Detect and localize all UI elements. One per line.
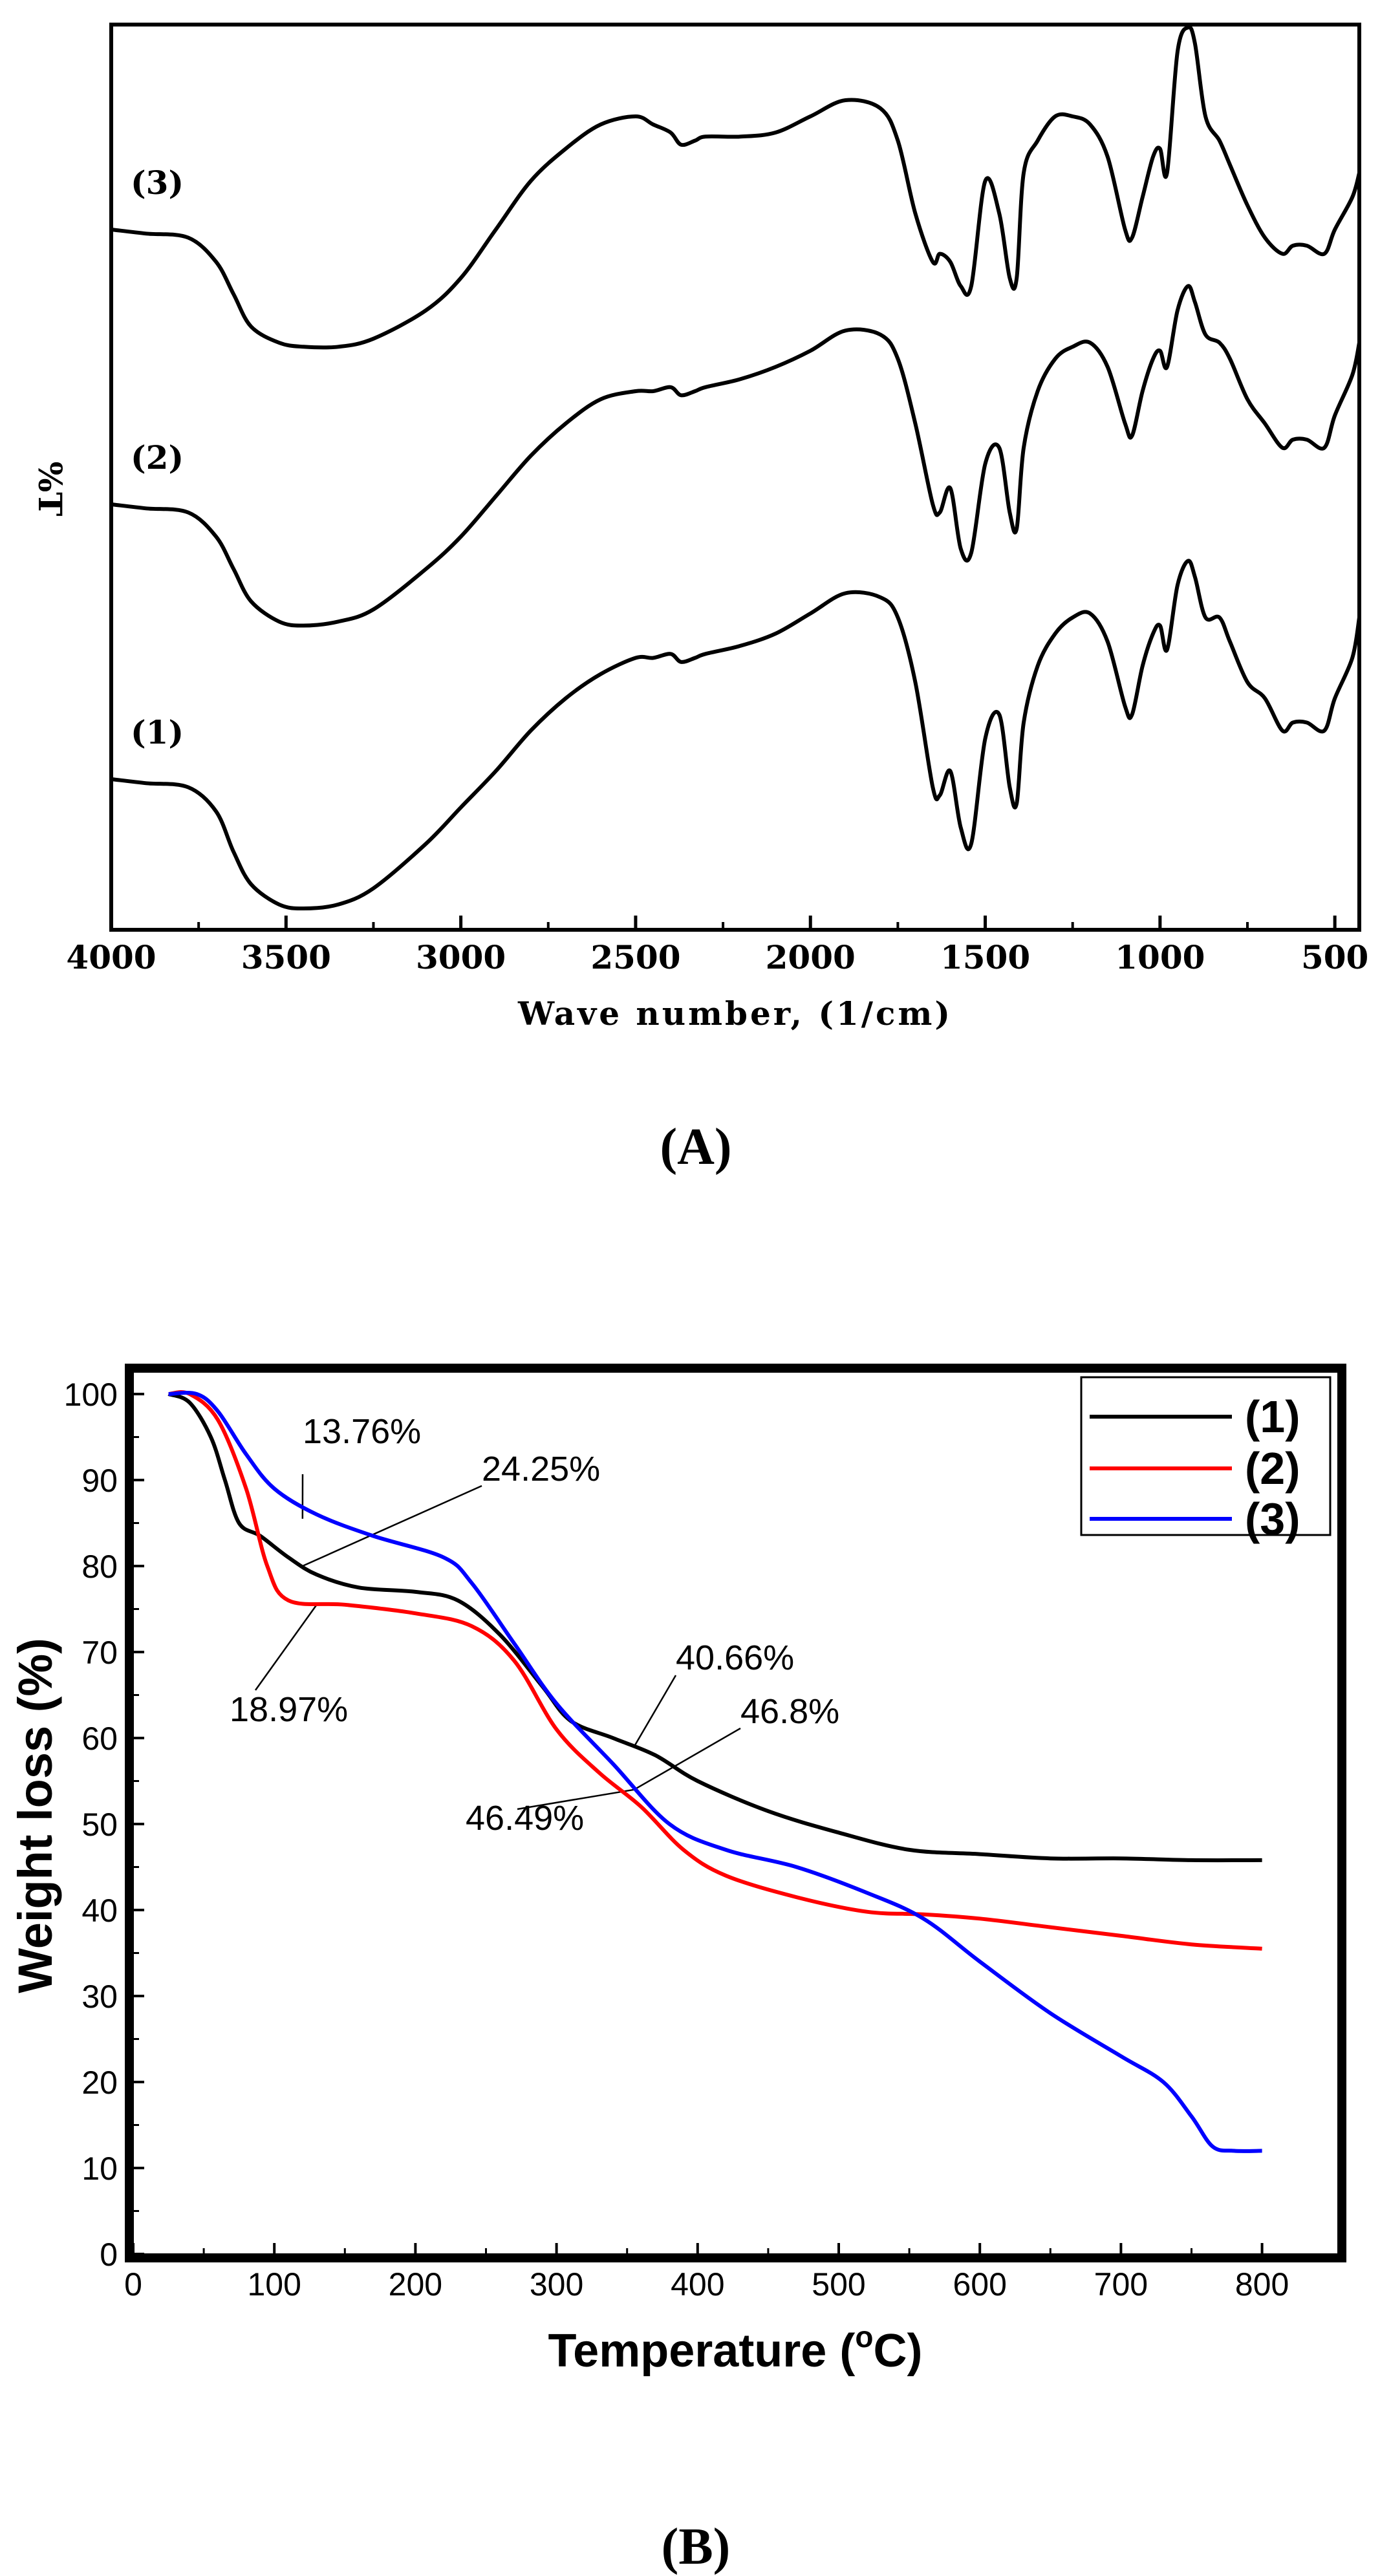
tga-axis-ticks xyxy=(131,1393,1264,2256)
tga-y-tick-label: 0 xyxy=(100,2237,118,2273)
tga-y-tick-label: 10 xyxy=(81,2151,118,2187)
legend-box xyxy=(1080,1376,1331,1536)
annotation-leader-3 xyxy=(254,1604,318,1691)
legend-label-1: (1) xyxy=(1245,1391,1300,1442)
tga-y-tick-labels: 0 10 20 30 40 50 60 70 80 90 100 xyxy=(64,1377,118,2273)
annotation-leader-5 xyxy=(633,1727,741,1790)
tga-x-tick-label: 600 xyxy=(953,2266,1006,2302)
tga-x-tick-label: 100 xyxy=(247,2266,301,2302)
tga-x-tick-labels: 0 100 200 300 400 500 600 700 800 xyxy=(124,2266,1289,2302)
ftir-x-tick-label: 1000 xyxy=(1115,938,1205,976)
tga-y-tick-label: 100 xyxy=(64,1377,118,1413)
tga-x-tick-label: 500 xyxy=(812,2266,865,2302)
tga-plot-frame xyxy=(125,1364,1346,2262)
ftir-x-tick-label: 4000 xyxy=(66,938,156,976)
tga-series-line-2 xyxy=(168,1390,1262,1951)
tga-x-tick-label: 200 xyxy=(389,2266,442,2302)
ftir-x-tick-label: 500 xyxy=(1301,938,1368,976)
ftir-series-line-2 xyxy=(111,284,1361,628)
tga-series-line-3 xyxy=(168,1391,1262,2153)
annotation-leader-4 xyxy=(633,1675,677,1747)
tga-panel: 0 100 200 300 400 500 600 700 800 0 10 20 30 40 50 60 7… xyxy=(8,1364,1346,2575)
panel-a-caption: (A) xyxy=(660,1119,731,1175)
ftir-x-tick-label: 2000 xyxy=(766,938,856,976)
tga-y-tick-label: 50 xyxy=(81,1807,118,1843)
ftir-series-line-3 xyxy=(111,25,1361,350)
tga-series xyxy=(167,1390,1262,2153)
ftir-series-line-1 xyxy=(111,559,1361,910)
tga-y-tick-label: 60 xyxy=(81,1721,118,1757)
tga-annotation-leaders xyxy=(254,1474,741,1810)
tga-y-tick-label: 70 xyxy=(81,1635,118,1671)
annotation-label-2: 24.25% xyxy=(482,1450,600,1488)
ftir-series-labels: (1) (2) (3) xyxy=(131,164,184,751)
legend-label-3: (3) xyxy=(1245,1494,1300,1544)
ftir-x-tick-label: 1500 xyxy=(940,938,1030,976)
ftir-y-axis-label: %T xyxy=(31,462,69,517)
tga-x-axis-label-start: Temperature ( xyxy=(548,2325,856,2377)
ftir-series-label-2: (2) xyxy=(131,438,184,477)
annotation-leader-6 xyxy=(517,1788,634,1810)
annotation-label-5: 46.8% xyxy=(740,1692,839,1731)
tga-x-tick-label: 0 xyxy=(124,2266,142,2302)
ftir-x-ticks xyxy=(109,916,1337,930)
annotation-label-4: 40.66% xyxy=(676,1638,794,1677)
tga-y-axis-label: Weight loss (%) xyxy=(8,1638,62,1993)
ftir-x-tick-label: 2500 xyxy=(590,938,680,976)
tga-x-axis-label-superscript: o xyxy=(855,2320,873,2354)
annotation-label-3: 18.97% xyxy=(230,1690,348,1729)
ftir-series-label-3: (3) xyxy=(131,164,184,202)
tga-x-tick-label: 800 xyxy=(1235,2266,1289,2302)
tga-y-tick-label: 30 xyxy=(81,1979,118,2015)
annotation-leader-2 xyxy=(302,1485,482,1567)
annotation-label-6: 46.49% xyxy=(466,1799,584,1838)
tga-y-tick-label: 80 xyxy=(81,1549,118,1585)
ftir-x-tick-labels: 4000 3500 3000 2500 2000 1500 1000 500 xyxy=(66,938,1368,976)
legend-label-2: (2) xyxy=(1245,1443,1300,1494)
tga-x-axis-label-end: C) xyxy=(873,2325,922,2377)
tga-y-tick-label: 90 xyxy=(81,1463,118,1499)
tga-legend: (1) (2) (3) xyxy=(1080,1376,1331,1544)
ftir-series-label-1: (1) xyxy=(131,713,184,751)
panel-b-caption: (B) xyxy=(662,2518,731,2575)
annotation-label-1: 13.76% xyxy=(303,1412,421,1451)
tga-x-tick-label: 300 xyxy=(530,2266,583,2302)
tga-annotations: 13.76% 24.25% 18.97% 40.66% 46.8% 46.49% xyxy=(230,1412,839,1838)
tga-x-tick-label: 700 xyxy=(1094,2266,1148,2302)
tga-y-tick-label: 40 xyxy=(81,1893,118,1929)
ftir-x-tick-label: 3500 xyxy=(241,938,331,976)
tga-x-axis-label: Temperature (oC) xyxy=(548,2320,923,2377)
tga-y-tick-label: 20 xyxy=(81,2065,118,2101)
tga-x-tick-label: 400 xyxy=(671,2266,724,2302)
ftir-panel: 4000 3500 3000 2500 2000 1500 1000 500 (1) (2) (3… xyxy=(31,23,1368,1175)
ftir-series xyxy=(111,25,1361,910)
ftir-x-axis-label: Wave number, (1/cm) xyxy=(517,994,953,1033)
ftir-x-tick-label: 3000 xyxy=(416,938,506,976)
ftir-plot-frame xyxy=(109,23,1361,932)
